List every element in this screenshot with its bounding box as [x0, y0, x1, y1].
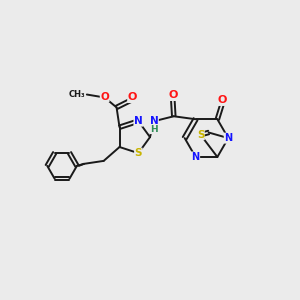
Text: N: N [150, 116, 158, 126]
Text: N: N [224, 133, 232, 143]
Text: S: S [135, 148, 142, 158]
Text: O: O [100, 92, 109, 101]
Text: N: N [134, 116, 143, 126]
Text: S: S [197, 130, 204, 140]
Text: O: O [168, 91, 178, 100]
Text: CH₃: CH₃ [68, 90, 85, 99]
Text: O: O [218, 95, 227, 105]
Text: H: H [150, 124, 158, 134]
Text: N: N [191, 152, 200, 162]
Text: O: O [128, 92, 137, 103]
